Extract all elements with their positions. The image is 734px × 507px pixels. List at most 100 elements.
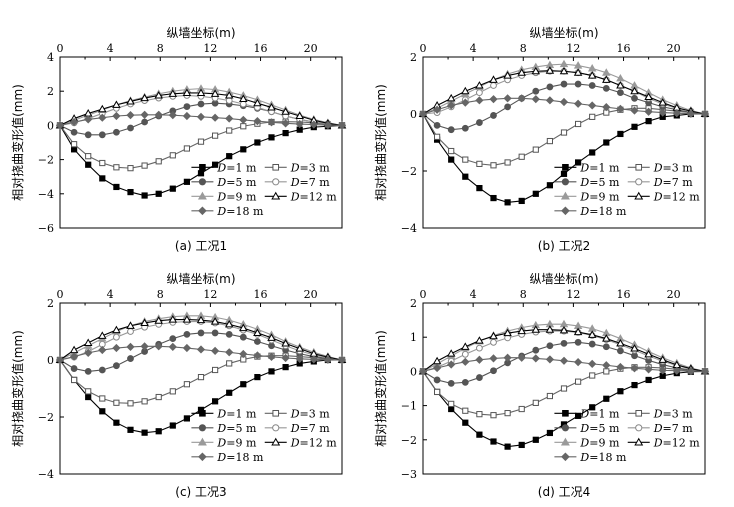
legend-item: D=5 m bbox=[191, 176, 257, 189]
data-point bbox=[546, 342, 554, 350]
data-point bbox=[574, 80, 582, 88]
data-point bbox=[658, 366, 667, 375]
data-point bbox=[113, 399, 120, 406]
legend-marker bbox=[272, 409, 280, 417]
data-point bbox=[309, 355, 318, 364]
legend-marker bbox=[560, 437, 570, 446]
legend-marker bbox=[272, 178, 280, 186]
legend-item: D=7 m bbox=[627, 422, 693, 435]
data-point bbox=[282, 129, 289, 137]
data-point bbox=[212, 132, 219, 139]
data-point bbox=[546, 182, 553, 189]
data-point bbox=[517, 94, 526, 103]
data-point bbox=[226, 360, 233, 367]
legend-marker bbox=[271, 191, 281, 200]
legend-label-rest: =3 m bbox=[663, 407, 694, 420]
data-point bbox=[658, 355, 667, 363]
data-point bbox=[239, 349, 248, 359]
data-point bbox=[490, 162, 497, 169]
data-point bbox=[182, 88, 192, 96]
x-tick-label: 16 bbox=[254, 42, 268, 55]
data-point bbox=[141, 398, 148, 405]
data-point bbox=[253, 328, 262, 336]
data-point bbox=[617, 89, 624, 97]
data-point bbox=[645, 118, 652, 125]
data-point bbox=[240, 146, 247, 153]
legend-marker bbox=[560, 191, 570, 200]
data-point bbox=[490, 438, 497, 445]
data-point bbox=[98, 104, 107, 113]
legend: D=1 m D=3 mD=5 m D=7 mD=9 m D=12 mD=18 m bbox=[191, 161, 337, 218]
data-point bbox=[182, 315, 192, 323]
legend-item: D=12 m bbox=[627, 190, 700, 203]
data-point bbox=[517, 326, 526, 335]
data-point bbox=[141, 429, 148, 436]
data-point bbox=[616, 362, 625, 372]
x-tick-label: 8 bbox=[520, 288, 527, 301]
data-point bbox=[225, 97, 233, 105]
data-point bbox=[239, 100, 247, 108]
legend-item: D=12 m bbox=[627, 436, 701, 449]
data-point bbox=[84, 348, 93, 357]
data-point bbox=[462, 156, 469, 163]
data-point bbox=[113, 128, 120, 136]
data-point bbox=[602, 343, 610, 351]
data-point bbox=[490, 194, 497, 202]
legend-item: D=18 m bbox=[191, 205, 264, 218]
data-point bbox=[154, 342, 163, 351]
legend-label-italic: D bbox=[653, 436, 663, 449]
legend-item: D=5 m bbox=[191, 422, 257, 435]
data-point bbox=[70, 128, 78, 136]
legend-label-italic: D bbox=[579, 451, 589, 464]
data-point bbox=[212, 366, 219, 374]
y-axis-label: 相对挠曲变形值(mm) bbox=[10, 330, 25, 447]
data-point bbox=[239, 333, 247, 341]
legend-label-rest: =12 m bbox=[663, 436, 701, 449]
legend-label-rest: =1 m bbox=[226, 161, 257, 174]
data-point bbox=[168, 111, 177, 120]
data-point bbox=[658, 98, 667, 106]
data-point bbox=[602, 361, 611, 370]
data-point bbox=[489, 331, 498, 340]
legend-marker bbox=[198, 424, 207, 432]
legend-marker bbox=[561, 178, 570, 186]
legend-label-italic: D bbox=[653, 190, 663, 203]
data-point bbox=[462, 407, 469, 414]
data-point bbox=[254, 374, 261, 381]
data-point bbox=[447, 126, 455, 134]
legend-marker bbox=[634, 191, 644, 200]
panel-caption: (b) 工况2 bbox=[538, 239, 590, 253]
data-point bbox=[517, 353, 526, 362]
legend-label-rest: =3 m bbox=[300, 161, 331, 174]
legend-marker bbox=[635, 163, 643, 171]
legend-label-rest: =5 m bbox=[589, 422, 620, 435]
series-6 bbox=[418, 66, 710, 118]
data-point bbox=[113, 333, 120, 341]
data-point bbox=[532, 399, 539, 406]
data-point bbox=[560, 129, 568, 136]
data-point bbox=[574, 338, 582, 346]
data-point bbox=[546, 137, 553, 145]
y-tick-label: 2 bbox=[410, 297, 417, 310]
legend-label: D=7 m bbox=[290, 176, 331, 189]
data-point bbox=[616, 73, 625, 82]
data-point bbox=[531, 66, 541, 75]
legend-label-rest: =9 m bbox=[226, 436, 257, 449]
data-point bbox=[476, 374, 483, 381]
data-point bbox=[545, 355, 555, 364]
data-point bbox=[489, 95, 498, 104]
data-point bbox=[268, 368, 275, 375]
data-point bbox=[127, 124, 134, 132]
data-point bbox=[197, 170, 205, 177]
data-point bbox=[461, 342, 470, 350]
data-point bbox=[559, 356, 569, 365]
y-tick-label: −4 bbox=[38, 188, 54, 201]
data-point bbox=[295, 111, 304, 120]
x-tick-label: 12 bbox=[566, 42, 580, 55]
data-point bbox=[447, 360, 456, 369]
data-point bbox=[475, 81, 484, 89]
x-tick-label: 4 bbox=[470, 42, 477, 55]
data-point bbox=[113, 164, 120, 171]
data-point bbox=[589, 113, 596, 120]
data-point bbox=[212, 398, 219, 405]
